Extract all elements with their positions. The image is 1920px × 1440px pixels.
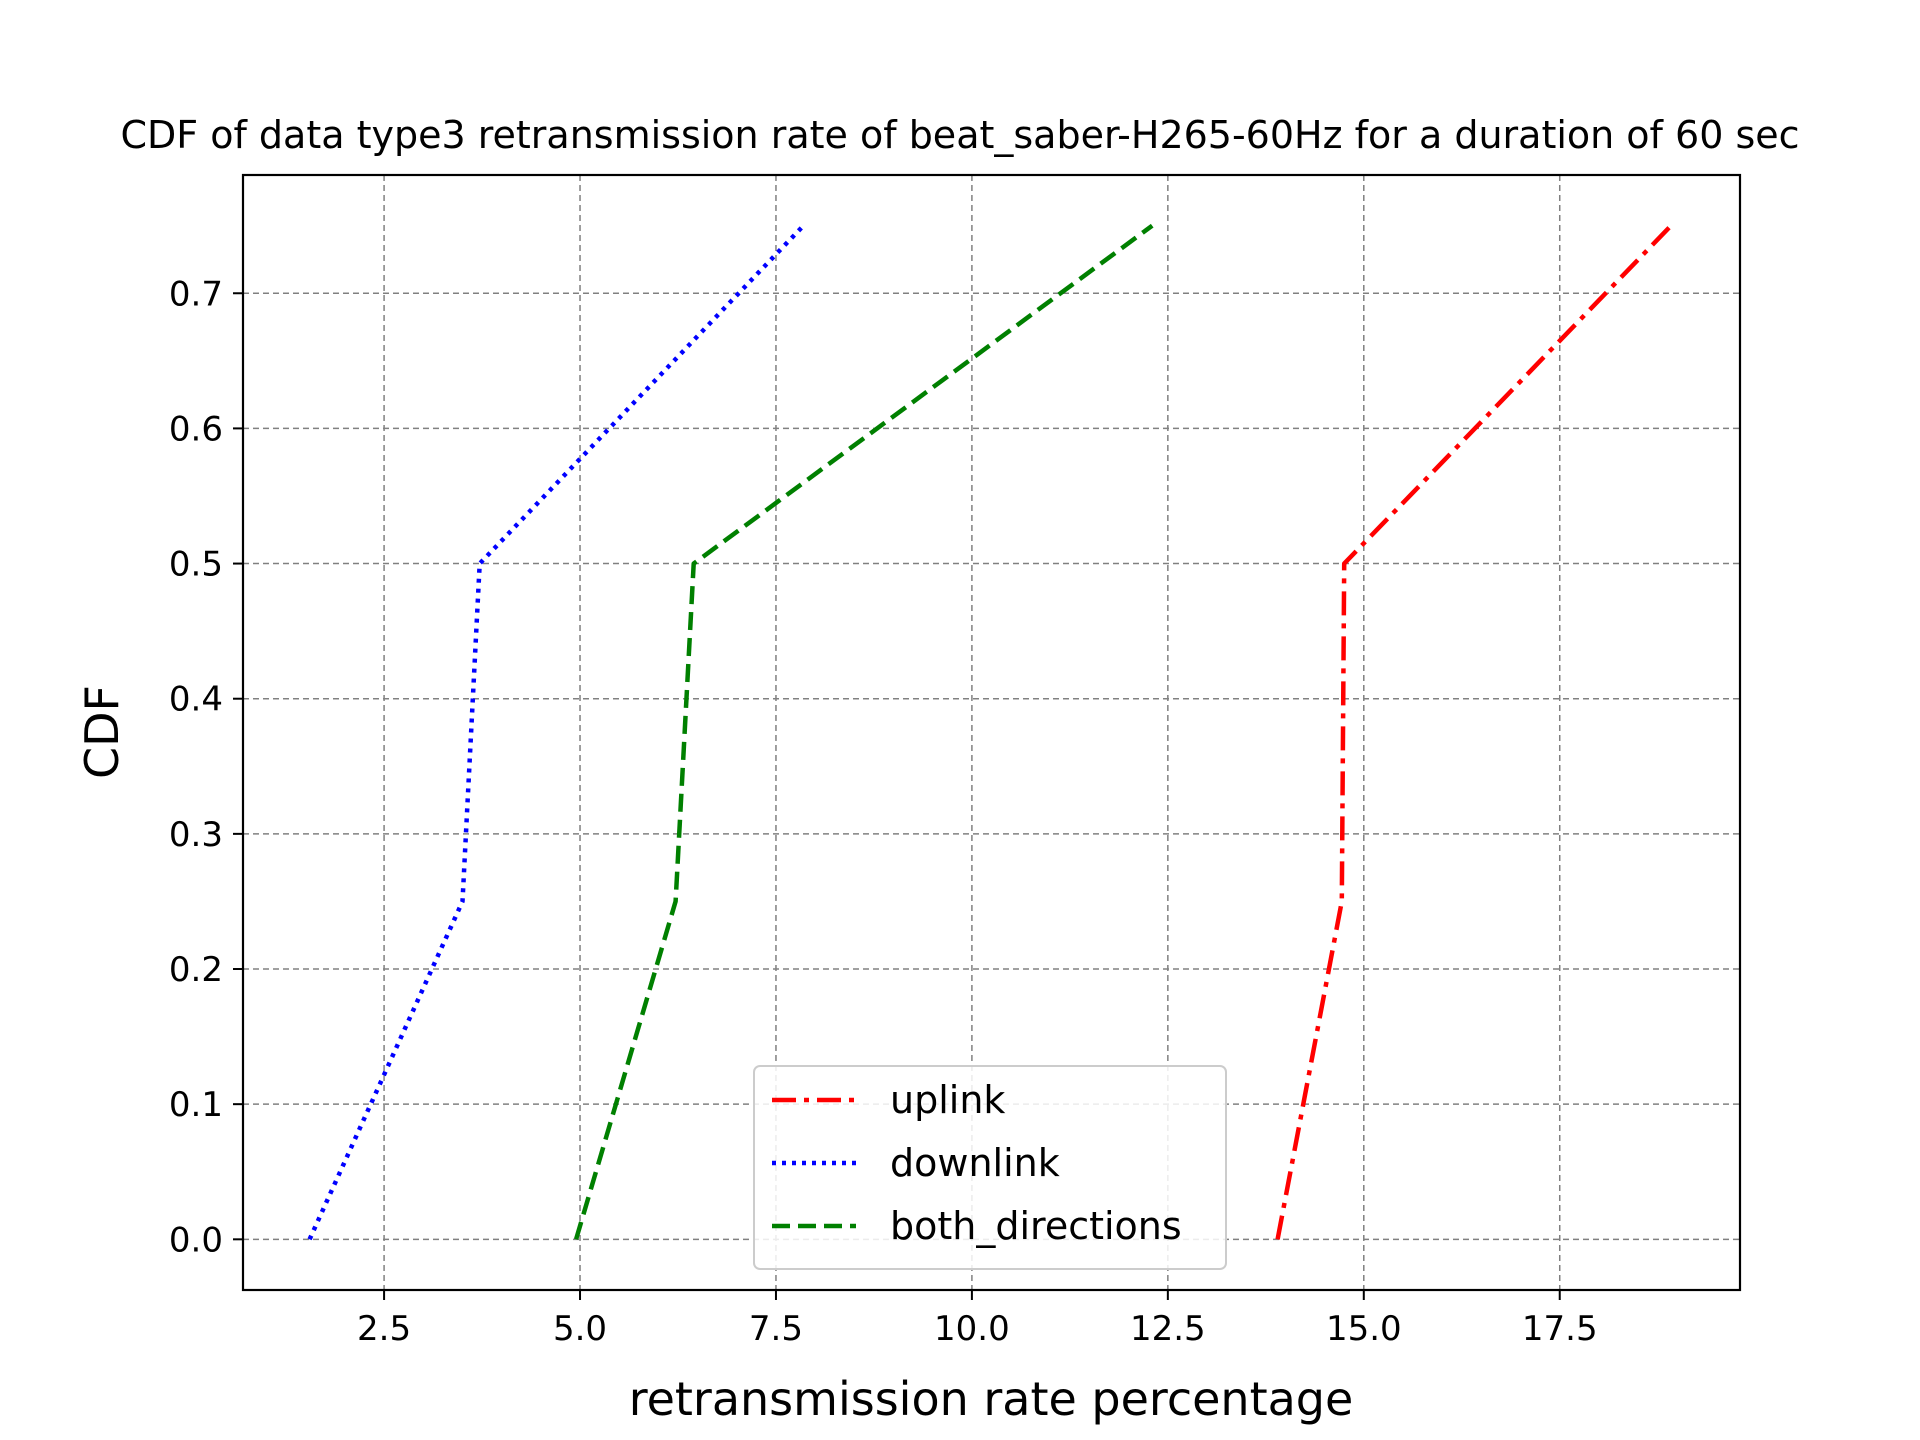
grid-lines	[243, 175, 1740, 1290]
legend-label: downlink	[890, 1141, 1060, 1185]
y-tick-label: 0.4	[169, 680, 223, 720]
x-tick-label: 15.0	[1326, 1309, 1402, 1349]
x-tick-label: 2.5	[357, 1309, 411, 1349]
y-axis-label: CDF	[75, 685, 129, 779]
y-tick-label: 0.0	[169, 1220, 223, 1260]
y-tick-label: 0.7	[169, 274, 223, 314]
series-line-downlink	[307, 224, 806, 1241]
y-tick-label: 0.3	[169, 815, 223, 855]
x-tick-label: 17.5	[1522, 1309, 1598, 1349]
x-tick-label: 7.5	[749, 1309, 803, 1349]
legend-box	[753, 1065, 1227, 1270]
legend-label: uplink	[890, 1078, 1005, 1122]
y-tick-label: 0.5	[169, 545, 223, 585]
legend-label: both_directions	[890, 1204, 1182, 1248]
x-tick-label: 10.0	[934, 1309, 1010, 1349]
legend: uplink downlink both_directions	[753, 1065, 1227, 1270]
y-tick-label: 0.6	[169, 409, 223, 449]
y-tick-label: 0.1	[169, 1085, 223, 1125]
x-axis-label: retransmission rate percentage	[629, 1372, 1354, 1426]
x-tick-label: 12.5	[1130, 1309, 1206, 1349]
y-tick-label: 0.2	[169, 950, 223, 990]
series-line-uplink	[1275, 224, 1673, 1240]
series-line-both-directions	[573, 223, 1154, 1240]
plot-area-frame	[241, 173, 1742, 1292]
x-axis-ticks: 2.5 5.0 7.5 10.0 12.5 15.0 17.5	[357, 1290, 1598, 1349]
chart-title: CDF of data type3 retransmission rate of…	[120, 113, 1799, 157]
x-tick-label: 5.0	[553, 1309, 607, 1349]
series-lines	[307, 223, 1673, 1241]
y-axis-ticks: 0.0 0.1 0.2 0.3 0.4 0.5 0.6 0.7	[169, 274, 243, 1260]
